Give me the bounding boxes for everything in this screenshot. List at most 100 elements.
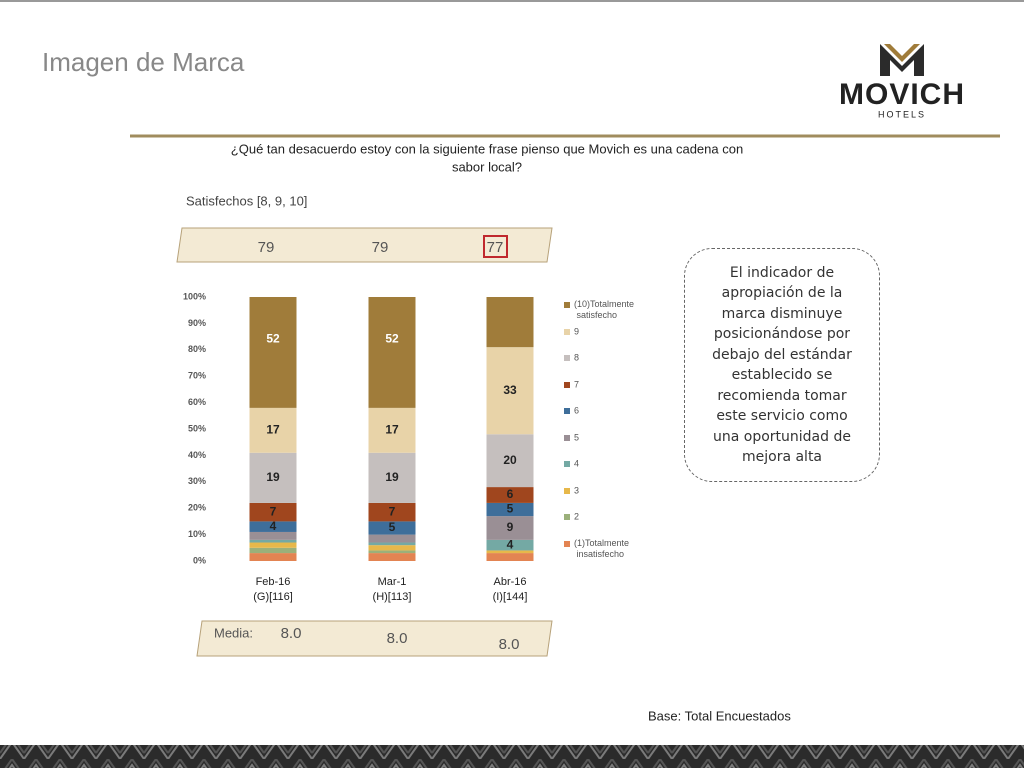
legend-swatch <box>564 408 570 414</box>
satisfied-value: 77 <box>487 239 504 256</box>
x-tick-label: Mar-1 <box>378 576 407 588</box>
satisfied-band <box>176 227 553 263</box>
y-tick-label: 40% <box>188 450 206 460</box>
legend-label: 5 <box>574 432 579 442</box>
data-label: 19 <box>266 470 280 484</box>
data-label: 17 <box>385 422 399 436</box>
base-note: Base: Total Encuestados <box>648 708 791 723</box>
logo-name: MOVICH <box>839 78 965 111</box>
legend-swatch <box>564 355 570 361</box>
footer-stripe <box>0 745 1024 768</box>
y-tick-label: 90% <box>188 318 206 328</box>
data-label: 20 <box>503 453 517 467</box>
bar-segment <box>249 531 297 540</box>
bar-segment <box>249 539 297 543</box>
media-value: 8.0 <box>387 630 408 647</box>
legend-label: 7 <box>574 379 579 389</box>
y-tick-label: 60% <box>188 397 206 407</box>
legend-swatch <box>564 382 570 388</box>
media-value: 8.0 <box>281 625 302 642</box>
logo-sub: HOTELS <box>878 109 926 119</box>
legend-swatch <box>564 488 570 494</box>
bar-segment <box>486 502 534 517</box>
data-label: 6 <box>507 487 514 501</box>
data-label: 4 <box>507 537 514 551</box>
legend-swatch <box>564 461 570 467</box>
logo: MOVICH HOTELS <box>839 44 965 119</box>
slide-title: Imagen de Marca <box>42 47 245 77</box>
data-label: 52 <box>266 331 280 345</box>
satisfied-value: 79 <box>372 239 389 256</box>
bar-segment <box>486 347 534 435</box>
media-value: 8.0 <box>499 636 520 653</box>
x-tick-label: Feb-16 <box>256 576 291 588</box>
y-tick-label: 70% <box>188 371 206 381</box>
bar-segment <box>368 521 416 535</box>
y-tick-label: 20% <box>188 503 206 513</box>
bar-segment <box>249 553 297 561</box>
data-label: 55 <box>503 267 517 281</box>
data-label: 4 <box>270 519 277 533</box>
media-band <box>196 620 553 657</box>
x-tick-sublabel: (G)[116] <box>253 591 293 603</box>
data-label: 17 <box>266 422 280 436</box>
data-label: 5 <box>389 520 396 534</box>
x-tick-sublabel: (H)[113] <box>373 591 412 603</box>
legend-label: 9 <box>574 326 579 336</box>
callout: El indicador de apropiación de la marca … <box>684 248 880 482</box>
data-label: 7 <box>270 504 277 518</box>
legend-label: 4 <box>574 458 579 468</box>
legend-swatch <box>564 514 570 520</box>
bar-segment <box>249 452 297 503</box>
bar-segment <box>368 502 416 522</box>
bar-segment <box>249 407 297 453</box>
bar-segment <box>368 297 416 408</box>
legend-label: 8 <box>574 352 579 362</box>
bar-segment <box>486 550 534 554</box>
legend-label: 6 <box>574 405 579 415</box>
bar-segment <box>368 407 416 453</box>
legend-swatch <box>564 435 570 441</box>
highlight-box <box>483 235 508 258</box>
bar-segment <box>486 553 534 561</box>
legend-swatch <box>564 541 570 547</box>
x-tick-sublabel: (I)[144] <box>493 591 528 603</box>
y-tick-label: 100% <box>183 291 206 301</box>
x-tick-label: Abr-16 <box>493 576 526 588</box>
data-label: 9 <box>507 520 514 534</box>
y-tick-label: 0% <box>193 555 206 565</box>
bar-segment <box>368 452 416 503</box>
bar-segment <box>486 539 534 551</box>
media-label: Media: <box>214 625 253 640</box>
legend-swatch <box>564 329 570 335</box>
data-label: 7 <box>389 504 396 518</box>
question: sabor local? <box>452 159 522 174</box>
data-label: 52 <box>385 331 399 345</box>
bar-segment <box>249 547 297 554</box>
legend-label: 3 <box>574 485 579 495</box>
y-tick-label: 80% <box>188 344 206 354</box>
data-label: 33 <box>503 383 517 397</box>
y-tick-label: 10% <box>188 529 206 539</box>
bar-segment <box>249 542 297 548</box>
bar-segment <box>249 521 297 532</box>
bar-segment <box>249 502 297 522</box>
bar-segment <box>486 516 534 540</box>
bar-segment <box>368 542 416 546</box>
bar-segment <box>368 545 416 551</box>
question: ¿Qué tan desacuerdo estoy con la siguien… <box>231 141 743 156</box>
bar-segment <box>486 297 534 348</box>
y-tick-label: 50% <box>188 423 206 433</box>
bar-segment <box>368 534 416 543</box>
data-label: 5 <box>507 502 514 516</box>
bar-segment <box>486 434 534 488</box>
legend-label: 2 <box>574 511 579 521</box>
bar-segment <box>368 553 416 561</box>
bar-segment <box>368 550 416 554</box>
bar-segment <box>486 487 534 503</box>
y-tick-label: 30% <box>188 476 206 486</box>
legend-swatch <box>564 302 570 308</box>
